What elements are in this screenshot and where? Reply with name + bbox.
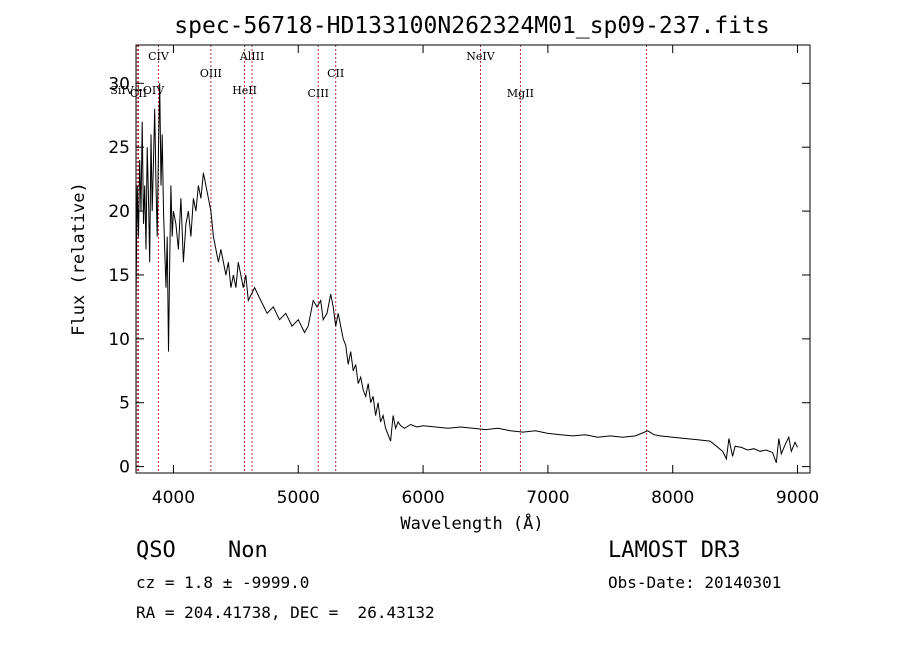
x-tick-label-3: 7000 — [526, 488, 569, 508]
chart-title: spec-56718-HD133100N262324M01_sp09-237.f… — [174, 13, 769, 39]
x-axis-ticks: 4000 5000 6000 7000 8000 9000 — [152, 45, 819, 508]
marker-label-7: CII — [327, 67, 344, 80]
marker-label-2: CIV — [148, 50, 170, 63]
survey-name: LAMOST DR3 — [608, 538, 741, 563]
x-axis-label: Wavelength (Å) — [400, 512, 543, 534]
redshift-cz: cz = 1.8 ± -9999.0 — [136, 573, 310, 592]
ra-dec: RA = 204.41738, DEC = 26.43132 — [136, 603, 435, 622]
marker-label-5: AlIII — [239, 50, 265, 63]
marker-label-4: HeII — [232, 84, 257, 97]
flux-series-line — [135, 83, 798, 463]
x-tick-label-1: 5000 — [277, 488, 320, 508]
object-class: QSO — [136, 538, 176, 563]
x-tick-label-5: 9000 — [776, 488, 819, 508]
y-tick-label-3: 15 — [108, 266, 130, 286]
marker-label-9: MgII — [507, 87, 534, 100]
marker-label-0: SiIV+OIV — [110, 84, 165, 97]
x-tick-label-2: 6000 — [401, 488, 444, 508]
y-tick-label-2: 10 — [108, 330, 130, 350]
marker-label-1: CII — [130, 87, 147, 100]
y-tick-label-1: 5 — [119, 394, 130, 414]
observation-date: Obs-Date: 20140301 — [608, 573, 782, 592]
spectrum-chart: spec-56718-HD133100N262324M01_sp09-237.f… — [69, 13, 819, 534]
x-tick-label-4: 8000 — [651, 488, 694, 508]
marker-label-8: NeIV — [466, 50, 495, 63]
y-tick-label-4: 20 — [108, 202, 130, 222]
y-tick-label-6: 30 — [108, 74, 130, 94]
marker-label-3: OIII — [200, 67, 222, 80]
object-subclass: Non — [228, 538, 268, 563]
x-tick-label-0: 4000 — [152, 488, 195, 508]
y-axis-ticks: 0 5 10 15 20 25 30 — [108, 74, 810, 478]
y-tick-label-0: 0 — [119, 458, 130, 478]
plot-frame — [135, 44, 811, 474]
line-markers: SiIV+OIVCIICIVOIIIHeIIAlIIICIIICIINeIVMg… — [110, 45, 647, 473]
y-tick-label-5: 25 — [108, 138, 130, 158]
marker-label-6: CIII — [308, 87, 329, 100]
y-axis-label: Flux (relative) — [69, 182, 89, 336]
